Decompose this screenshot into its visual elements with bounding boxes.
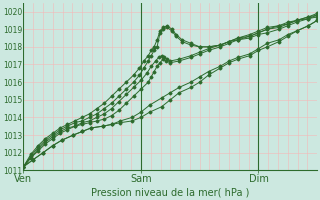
X-axis label: Pression niveau de la mer( hPa ): Pression niveau de la mer( hPa ) — [91, 187, 250, 197]
